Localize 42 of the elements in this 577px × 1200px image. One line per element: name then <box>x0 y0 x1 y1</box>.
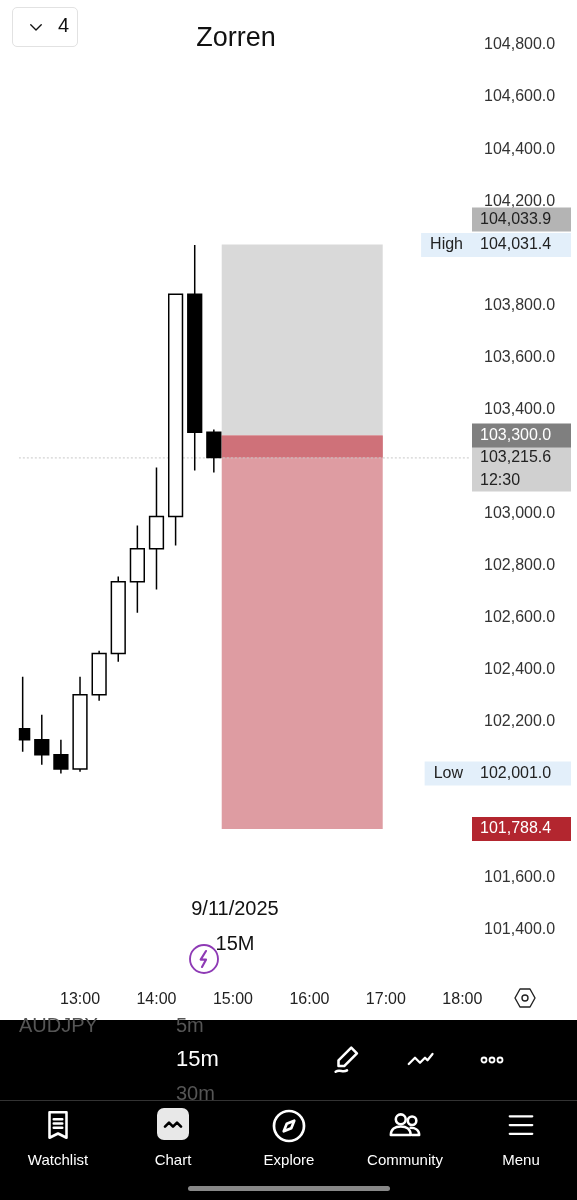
y-tick-label: 104,800.0 <box>484 35 556 53</box>
text: Community <box>367 1151 443 1168</box>
text: 30m <box>176 1082 215 1105</box>
y-tick-label: 104,600.0 <box>484 87 556 105</box>
text: Explore <box>263 1151 315 1168</box>
y-tick-label: 104,200.0 <box>484 191 556 209</box>
y-tick-label: 102,600.0 <box>484 608 556 626</box>
text: 101,788.4 <box>480 819 552 837</box>
text: 15m <box>176 1046 219 1072</box>
text: 4 <box>58 14 70 37</box>
text: 15M <box>215 932 255 955</box>
y-tick-label: 103,000.0 <box>484 503 556 521</box>
x-tick-label: 16:00 <box>289 990 330 1008</box>
text: 102,001.0 <box>480 763 552 781</box>
y-tick-label: 102,200.0 <box>484 712 556 730</box>
y-tick-label: 102,400.0 <box>484 660 556 678</box>
y-tick-label: 102,800.0 <box>484 555 556 573</box>
text: Watchlist <box>27 1151 89 1168</box>
annotation: High <box>430 235 463 253</box>
y-tick-label: 103,800.0 <box>484 295 556 313</box>
chart-title: Zorren <box>196 22 276 53</box>
text: 104,031.4 <box>480 235 552 253</box>
x-tick-label: 15:00 <box>212 990 254 1008</box>
text: 103,300.0 <box>480 425 552 443</box>
text: 12:30 <box>480 470 521 488</box>
annotation: Low <box>433 763 464 781</box>
text: 5m <box>176 1014 204 1037</box>
x-tick-label: 17:00 <box>365 990 406 1008</box>
text: Chart <box>154 1151 192 1168</box>
text: 104,033.9 <box>480 209 552 227</box>
y-tick-label: 104,400.0 <box>484 139 556 157</box>
y-tick-label: 101,400.0 <box>484 920 556 938</box>
text: AUDJPY <box>19 1014 98 1037</box>
y-tick-label: 103,400.0 <box>484 399 556 417</box>
text: Menu <box>502 1151 540 1168</box>
ref-line-label: 103,215.6 <box>480 447 552 465</box>
y-tick-label: 103,600.0 <box>484 347 556 365</box>
x-tick-label: 13:00 <box>60 990 101 1008</box>
x-tick-label: 14:00 <box>136 990 177 1008</box>
x-tick-label: 18:00 <box>442 990 483 1008</box>
y-tick-label: 101,600.0 <box>484 868 556 886</box>
annotation: 9/11/2025 <box>191 897 279 920</box>
